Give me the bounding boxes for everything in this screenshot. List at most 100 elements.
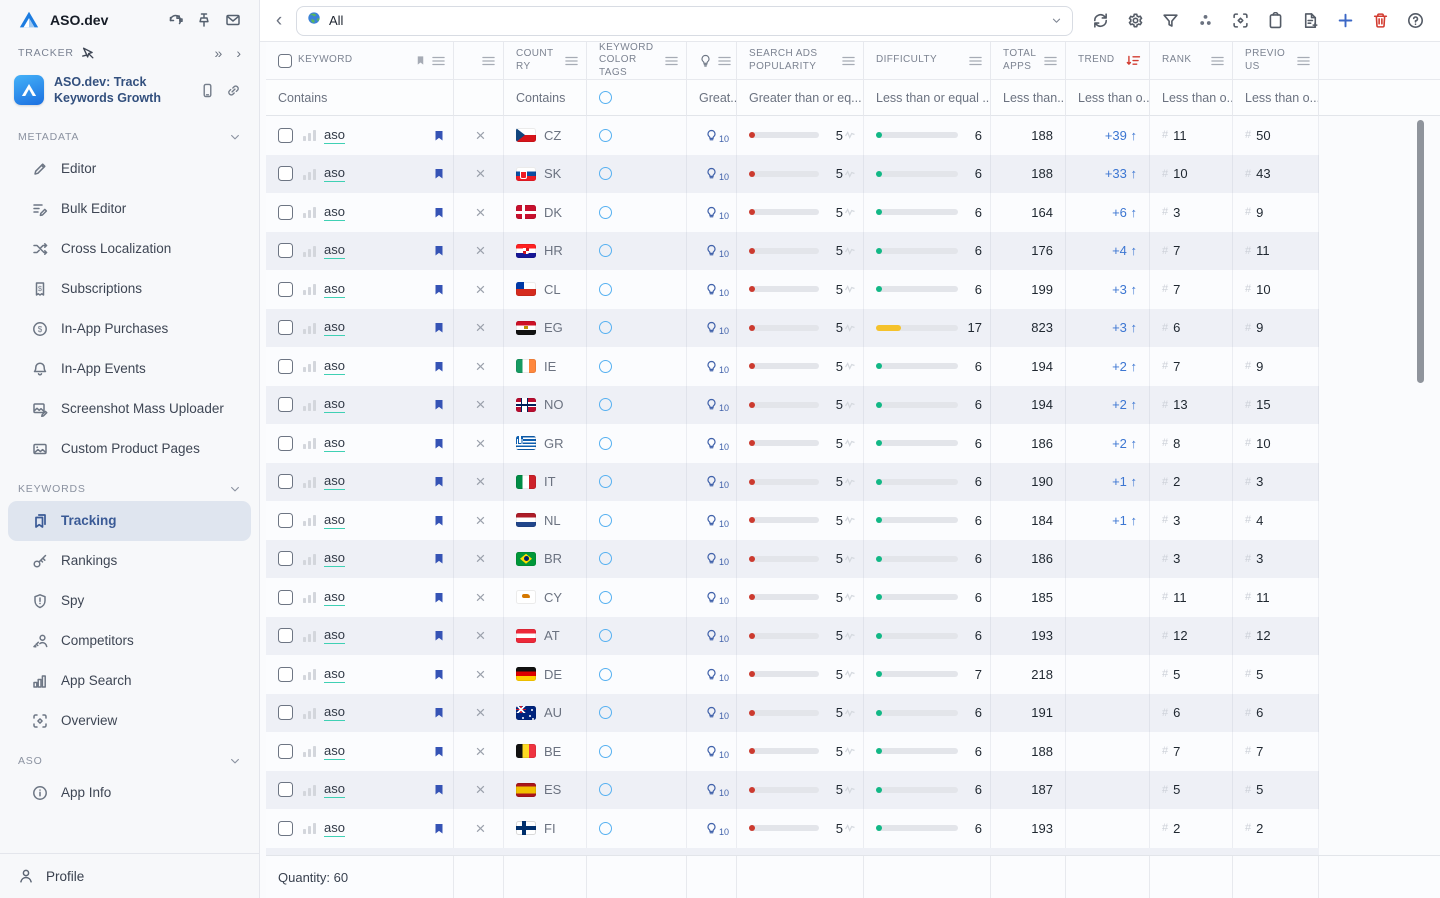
filter-remove[interactable]: [454, 80, 504, 116]
difficulty-cell[interactable]: 7: [864, 655, 991, 694]
keyword-label[interactable]: aso: [324, 550, 345, 567]
popularity-cell[interactable]: 5: [737, 116, 864, 155]
scan-center-icon[interactable]: [1229, 10, 1251, 32]
keyword-label[interactable]: aso: [324, 781, 345, 798]
popularity-cell[interactable]: 5: [737, 501, 864, 540]
table-row[interactable]: aso × EG 10 5 17 823 +3 ↑ #6 #9: [266, 309, 1319, 348]
bookmark-icon[interactable]: [433, 474, 445, 489]
suggestions-icon[interactable]: 10: [705, 706, 729, 719]
column-menu-icon[interactable]: [482, 56, 495, 66]
column-menu-icon[interactable]: [969, 56, 982, 66]
bookmark-icon[interactable]: [433, 782, 445, 797]
difficulty-cell[interactable]: 6: [864, 155, 991, 194]
bookmark-icon[interactable]: [433, 667, 445, 682]
remove-icon[interactable]: ×: [476, 473, 486, 490]
column-menu-icon[interactable]: [565, 56, 578, 66]
tracked-app-card[interactable]: ASO.dev: Track Keywords Growth: [0, 66, 259, 117]
popularity-cell[interactable]: 5: [737, 732, 864, 771]
popularity-cell[interactable]: 5: [737, 347, 864, 386]
bookmark-icon[interactable]: [433, 282, 445, 297]
keyword-label[interactable]: aso: [324, 743, 345, 760]
column-header-keyword[interactable]: KEYWORD: [266, 42, 454, 80]
back-button[interactable]: ‹: [270, 11, 288, 30]
table-row[interactable]: aso × CL 10 5 6 199 +3 ↑ #7 #10: [266, 270, 1319, 309]
mail-icon[interactable]: [225, 12, 241, 28]
row-checkbox[interactable]: [278, 359, 293, 374]
sidebar-item-competitors[interactable]: Competitors: [0, 621, 259, 661]
sidebar-item-in-app-events[interactable]: In-App Events: [0, 349, 259, 389]
row-checkbox[interactable]: [278, 590, 293, 605]
difficulty-cell[interactable]: 6: [864, 386, 991, 425]
color-tag-icon[interactable]: [599, 437, 612, 450]
refresh-icon[interactable]: [1089, 10, 1111, 32]
remove-icon[interactable]: ×: [476, 396, 486, 413]
remove-icon[interactable]: ×: [476, 435, 486, 452]
row-checkbox[interactable]: [278, 474, 293, 489]
collapse-all-icon[interactable]: »: [215, 45, 223, 61]
row-checkbox[interactable]: [278, 205, 293, 220]
popularity-cell[interactable]: 5: [737, 309, 864, 348]
row-checkbox[interactable]: [278, 166, 293, 181]
bookmark-icon[interactable]: [433, 320, 445, 335]
select-all-checkbox[interactable]: [278, 54, 292, 68]
keyword-label[interactable]: aso: [324, 666, 345, 683]
color-tag-icon[interactable]: [599, 706, 612, 719]
popularity-cell[interactable]: 5: [737, 540, 864, 579]
compare-icon[interactable]: [167, 12, 183, 28]
popularity-cell[interactable]: 5: [737, 578, 864, 617]
suggestions-icon[interactable]: 10: [705, 668, 729, 681]
column-menu-icon[interactable]: [1297, 56, 1310, 66]
bookmark-icon[interactable]: [433, 205, 445, 220]
table-row[interactable]: aso × BR 10 5 6 186 #3 #3: [266, 540, 1319, 579]
remove-icon[interactable]: ×: [476, 820, 486, 837]
color-tag-icon[interactable]: [599, 360, 612, 373]
popularity-cell[interactable]: 5: [737, 232, 864, 271]
row-checkbox[interactable]: [278, 782, 293, 797]
column-header-rank[interactable]: RANK: [1150, 42, 1233, 80]
add-document-icon[interactable]: [1299, 10, 1321, 32]
filter-difficulty[interactable]: Less than or equal ...: [864, 80, 991, 116]
bookmark-icon[interactable]: [433, 243, 445, 258]
table-row[interactable]: aso × HR 10 5 6 176 +4 ↑ #7 #11: [266, 232, 1319, 271]
difficulty-cell[interactable]: 6: [864, 463, 991, 502]
color-tag-icon[interactable]: [599, 321, 612, 334]
filter-total-apps[interactable]: Less than...: [991, 80, 1066, 116]
table-row[interactable]: aso × AT 10 5 6 193 #12 #12: [266, 617, 1319, 656]
difficulty-cell[interactable]: 6: [864, 193, 991, 232]
row-checkbox[interactable]: [278, 282, 293, 297]
table-row[interactable]: aso × IE 10 5 6 194 +2 ↑ #7 #9: [266, 347, 1319, 386]
difficulty-cell[interactable]: 6: [864, 809, 991, 848]
keyword-label[interactable]: aso: [324, 396, 345, 413]
table-row[interactable]: aso × GR 10 5 6 186 +2 ↑ #8 #10: [266, 424, 1319, 463]
suggestions-icon[interactable]: 10: [705, 629, 729, 642]
suggestions-icon[interactable]: 10: [705, 591, 729, 604]
popularity-cell[interactable]: 5: [737, 270, 864, 309]
section-aso[interactable]: ASO: [0, 741, 259, 773]
column-header-country[interactable]: COUNTRY: [504, 42, 587, 80]
row-checkbox[interactable]: [278, 243, 293, 258]
column-header-suggestions[interactable]: [687, 42, 737, 80]
table-row[interactable]: aso × CY 10 5 6 185 #11 #11: [266, 578, 1319, 617]
suggestions-icon[interactable]: 10: [705, 514, 729, 527]
column-menu-icon[interactable]: [1211, 56, 1224, 66]
remove-icon[interactable]: ×: [476, 627, 486, 644]
keyword-label[interactable]: aso: [324, 473, 345, 490]
color-tag-icon[interactable]: [599, 167, 612, 180]
row-checkbox[interactable]: [278, 821, 293, 836]
suggestions-icon[interactable]: 10: [705, 129, 729, 142]
popularity-cell[interactable]: 5: [737, 655, 864, 694]
suggestions-icon[interactable]: 10: [705, 552, 729, 565]
pin-icon[interactable]: [196, 12, 212, 28]
column-menu-icon[interactable]: [432, 56, 445, 66]
keyword-label[interactable]: aso: [324, 627, 345, 644]
keyword-label[interactable]: aso: [324, 820, 345, 837]
row-checkbox[interactable]: [278, 320, 293, 335]
sidebar-item-overview[interactable]: Overview: [0, 701, 259, 741]
sidebar-item-spy[interactable]: Spy: [0, 581, 259, 621]
help-icon[interactable]: [1404, 10, 1426, 32]
remove-icon[interactable]: ×: [476, 127, 486, 144]
color-tag-icon[interactable]: [599, 629, 612, 642]
color-tag-icon[interactable]: [599, 552, 612, 565]
column-header-total-apps[interactable]: TOTAL APPS: [991, 42, 1066, 80]
row-checkbox[interactable]: [278, 744, 293, 759]
